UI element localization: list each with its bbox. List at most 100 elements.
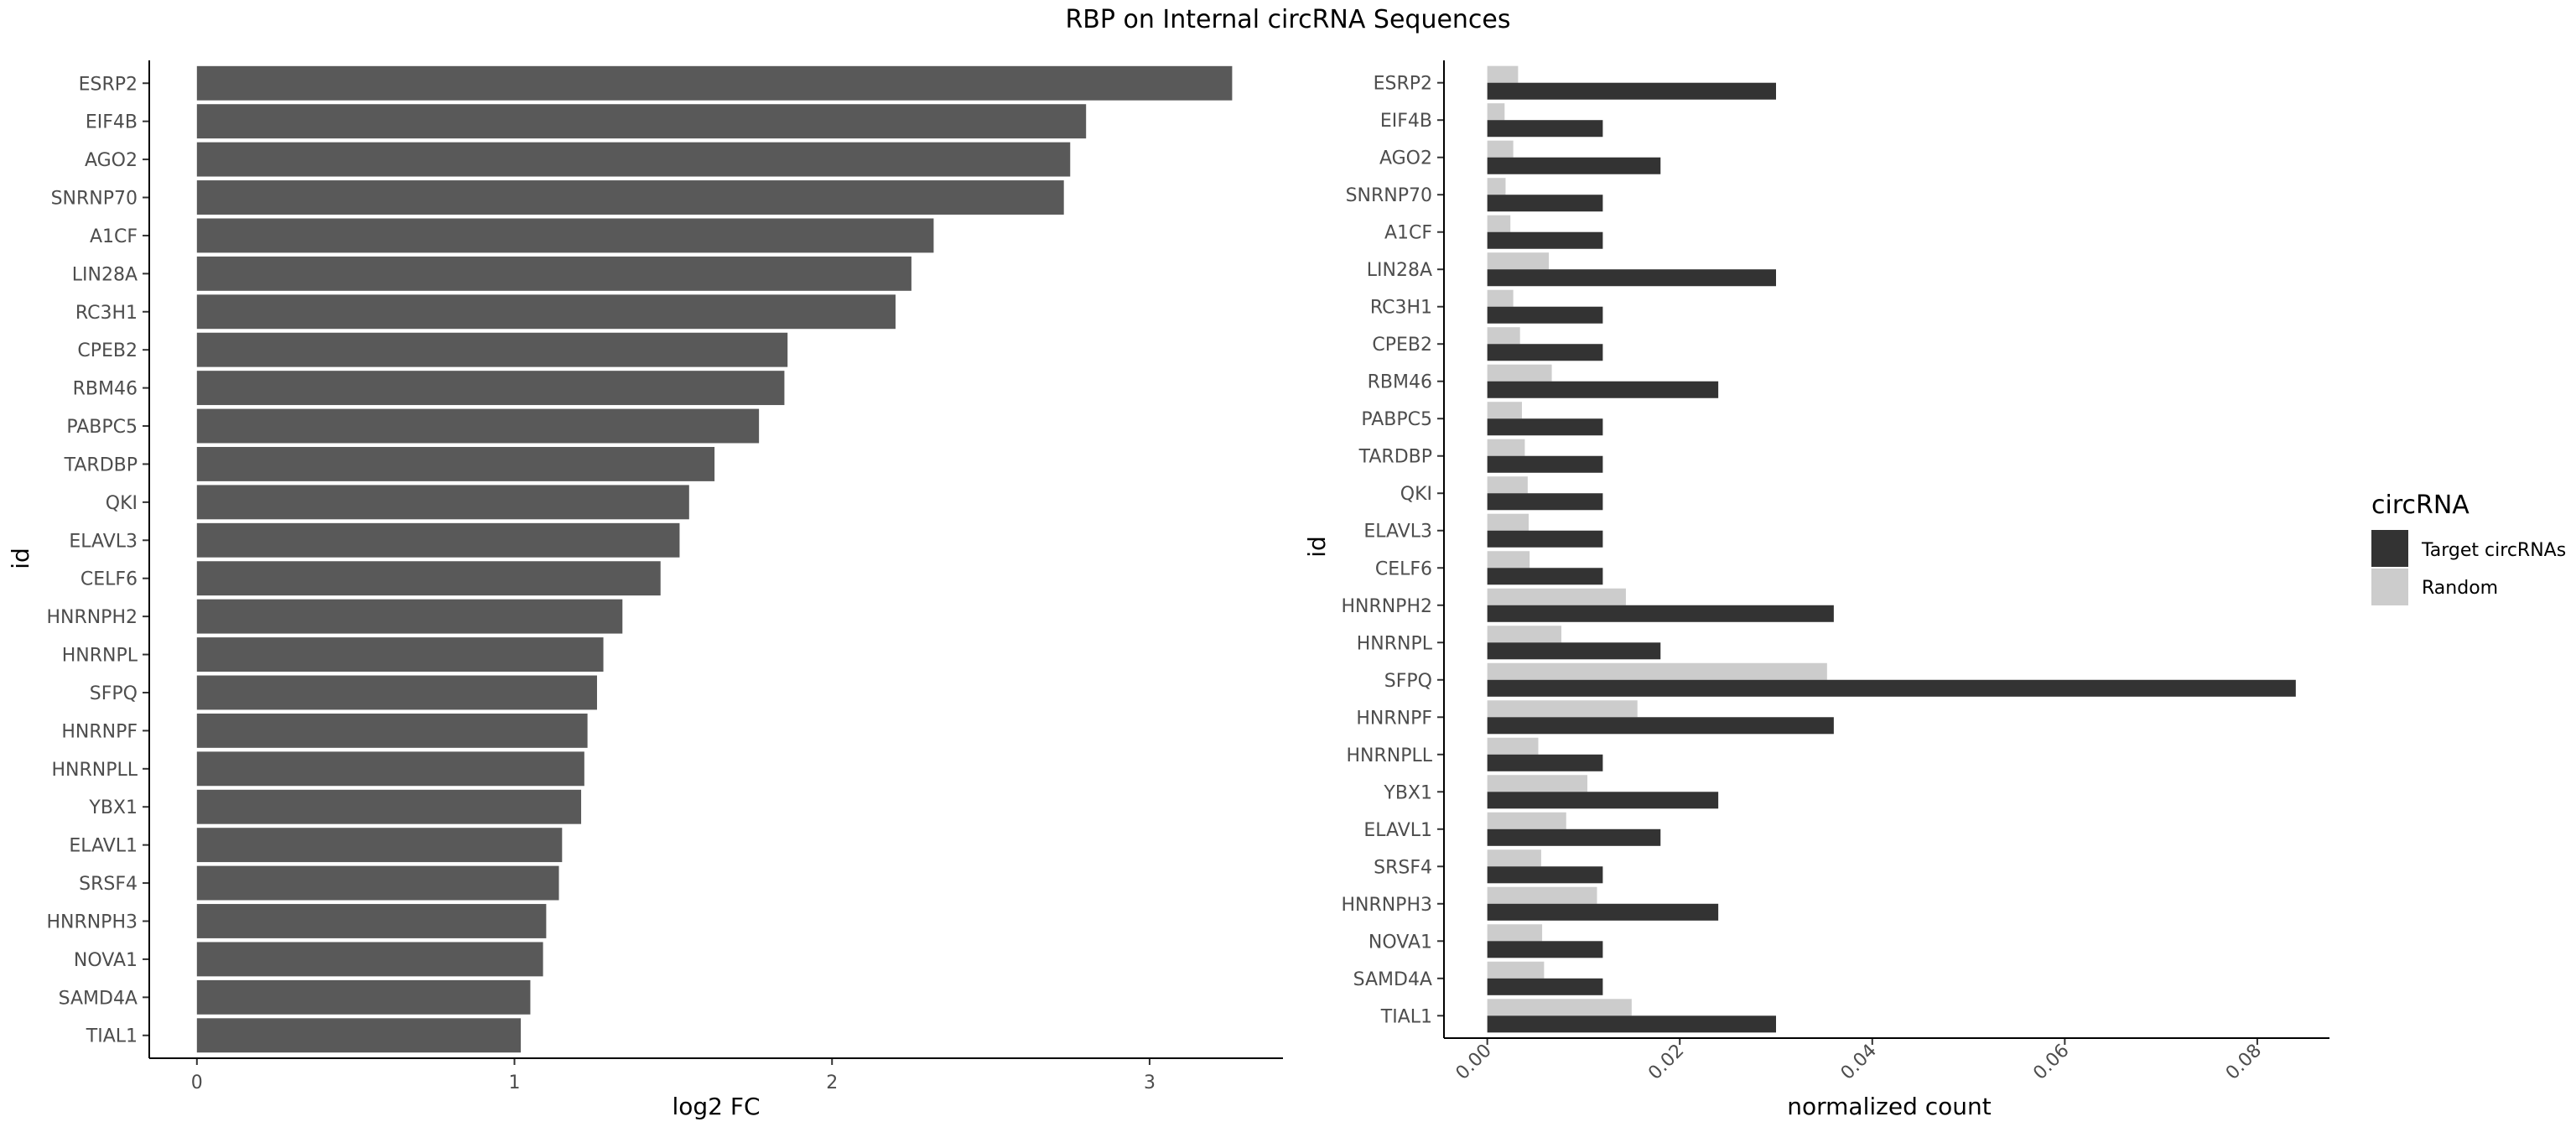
bar-snrnp70: [196, 180, 1064, 215]
left-xtick-label: 3: [1144, 1072, 1156, 1093]
bar-rc3h1: [196, 294, 896, 330]
right-xtick-label: 0.06: [2029, 1041, 2073, 1084]
bar-elavl3: [196, 522, 680, 558]
right-bar-chart: ESRP2 EIF4B AGO2 SNRNP70 A1CF LIN28A RC3H1 CPEB…: [1303, 60, 2329, 1120]
bar-target-samd4a: [1487, 978, 1603, 995]
bar-target-hnrnpll: [1487, 754, 1603, 771]
right-ytick-label-lin28a: LIN28A: [1367, 260, 1432, 281]
bar-cpeb2: [196, 332, 788, 367]
legend-label-random: Random: [2422, 578, 2498, 599]
bar-target-srsf4: [1487, 866, 1603, 884]
legend-swatch-target: [2371, 530, 2408, 567]
left-x-axis-label: log2 FC: [672, 1093, 760, 1120]
bar-random-srsf4: [1487, 849, 1541, 867]
bar-target-celf6: [1487, 568, 1603, 585]
bar-random-hnrnpf: [1487, 700, 1638, 718]
bar-pabpc5: [196, 408, 760, 444]
bar-random-pabpc5: [1487, 402, 1522, 419]
left-ytick-label-snrnp70: SNRNP70: [51, 189, 138, 210]
left-ytick-label-rbm46: RBM46: [73, 379, 138, 400]
left-ytick-label-elavl3: ELAVL3: [69, 531, 138, 552]
left-ytick-label-eif4b: EIF4B: [86, 112, 138, 133]
bar-random-hnrnpl: [1487, 626, 1562, 643]
right-ytick-label-esrp2: ESRP2: [1374, 74, 1432, 95]
bar-tial1: [196, 1018, 522, 1053]
bar-random-celf6: [1487, 551, 1530, 569]
right-ytick-label-tial1: TIAL1: [1380, 1006, 1432, 1027]
left-xtick-label: 0: [191, 1072, 203, 1093]
bar-target-elavl1: [1487, 828, 1661, 846]
bar-random-elavl1: [1487, 812, 1566, 829]
left-ytick-label-hnrnpl: HNRNPL: [62, 646, 138, 667]
right-ytick-label-a1cf: A1CF: [1384, 223, 1432, 244]
left-ytick-label-tardbp: TARDBP: [64, 454, 138, 475]
bar-random-hnrnph3: [1487, 886, 1597, 904]
bar-hnrnph2: [196, 599, 623, 634]
legend-title: circRNA: [2371, 491, 2470, 520]
right-x-ticks: 0.00 0.02 0.04 0.06 0.08: [1452, 1038, 2266, 1084]
bar-target-rc3h1: [1487, 306, 1603, 324]
bar-a1cf: [196, 218, 934, 253]
left-ytick-label-qki: QKI: [106, 493, 138, 514]
right-xtick-label: 0.04: [1837, 1041, 1881, 1084]
left-ytick-label-elavl1: ELAVL1: [69, 836, 138, 857]
bar-target-nova1: [1487, 941, 1603, 958]
bar-target-pabpc5: [1487, 418, 1603, 436]
left-ytick-label-nova1: NOVA1: [74, 950, 138, 971]
bar-celf6: [196, 561, 661, 596]
left-ytick-label-esrp2: ESRP2: [79, 74, 138, 95]
bar-target-ago2: [1487, 157, 1661, 174]
bar-random-ago2: [1487, 140, 1514, 158]
bar-target-eif4b: [1487, 120, 1603, 138]
left-ytick-label-rc3h1: RC3H1: [75, 303, 138, 324]
right-ytick-label-elavl1: ELAVL1: [1363, 820, 1432, 841]
bar-target-a1cf: [1487, 231, 1603, 249]
bar-random-tardbp: [1487, 439, 1525, 456]
right-xtick-label: 0.00: [1452, 1041, 1496, 1084]
right-xtick-label: 0.08: [2222, 1041, 2266, 1084]
right-ytick-label-ago2: AGO2: [1379, 148, 1432, 169]
bar-hnrnpll: [196, 751, 584, 787]
bar-hnrnpl: [196, 637, 604, 672]
left-ytick-label-sfpq: SFPQ: [90, 683, 138, 704]
bar-random-eif4b: [1487, 103, 1505, 121]
bar-random-hnrnpll: [1487, 737, 1539, 755]
bar-target-tial1: [1487, 1015, 1776, 1033]
chart-title: RBP on Internal circRNA Sequences: [1065, 5, 1510, 34]
left-bars: [196, 65, 1233, 1053]
bar-random-snrnp70: [1487, 178, 1506, 195]
left-ytick-label-lin28a: LIN28A: [72, 264, 138, 285]
bar-qki: [196, 485, 689, 520]
bar-random-nova1: [1487, 924, 1543, 942]
bar-random-lin28a: [1487, 252, 1550, 270]
legend-swatch-random: [2371, 569, 2408, 605]
bar-srsf4: [196, 865, 559, 901]
right-ytick-label-sfpq: SFPQ: [1384, 671, 1432, 692]
bar-ybx1: [196, 789, 582, 824]
bar-target-tardbp: [1487, 455, 1603, 473]
left-bar-chart: ESRP2 EIF4B AGO2 SNRNP70 A1CF LIN28A RC3H1 CPEB…: [7, 60, 1283, 1120]
right-ytick-label-celf6: CELF6: [1375, 558, 1432, 579]
right-ytick-label-hnrnpll: HNRNPLL: [1346, 745, 1432, 766]
right-ytick-label-hnrnph3: HNRNPH3: [1341, 895, 1432, 916]
right-ytick-label-srsf4: SRSF4: [1374, 857, 1432, 878]
right-ytick-label-hnrnpl: HNRNPL: [1357, 633, 1433, 654]
bar-hnrnpf: [196, 713, 588, 748]
left-xtick-label: 2: [826, 1072, 838, 1093]
left-ytick-label-hnrnpll: HNRNPLL: [51, 760, 138, 781]
bar-random-rbm46: [1487, 364, 1552, 382]
right-ytick-label-snrnp70: SNRNP70: [1346, 185, 1432, 206]
left-ytick-label-hnrnph3: HNRNPH3: [46, 911, 138, 932]
bar-target-rbm46: [1487, 381, 1719, 398]
right-ytick-label-cpeb2: CPEB2: [1372, 335, 1432, 356]
bar-ago2: [196, 142, 1071, 177]
left-ytick-label-celf6: CELF6: [80, 569, 138, 590]
right-ytick-label-eif4b: EIF4B: [1380, 111, 1432, 132]
bar-random-samd4a: [1487, 961, 1545, 979]
bar-random-sfpq: [1487, 662, 1827, 680]
bar-target-elavl3: [1487, 530, 1603, 548]
right-ytick-label-nova1: NOVA1: [1368, 932, 1432, 953]
bar-random-a1cf: [1487, 215, 1511, 232]
left-y-axis-label: id: [7, 548, 34, 569]
